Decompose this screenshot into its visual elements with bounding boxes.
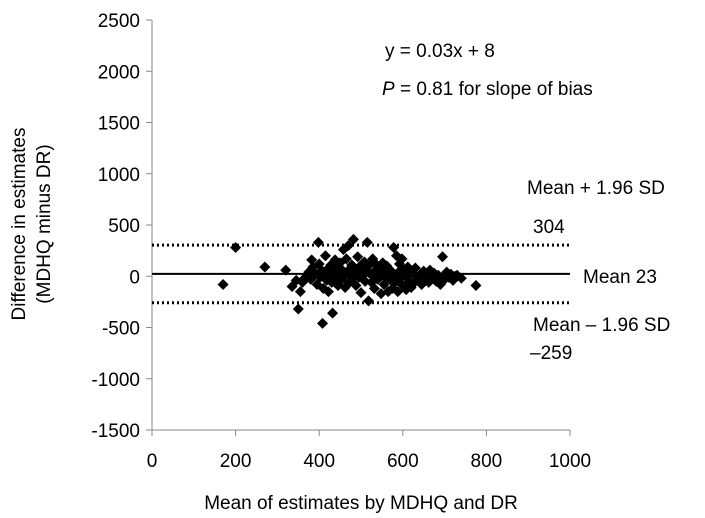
y-tick-label: 2500 bbox=[98, 11, 140, 32]
slope-p-value: P = 0.81 for slope of bias bbox=[382, 79, 593, 100]
mean-label: Mean 23 bbox=[583, 267, 657, 288]
data-point bbox=[306, 254, 318, 266]
data-point bbox=[363, 295, 375, 307]
data-point bbox=[342, 240, 354, 251]
y-tick-label: 2000 bbox=[98, 62, 140, 83]
data-point bbox=[437, 251, 449, 263]
data-point bbox=[361, 236, 373, 248]
lower-limit-value: –259 bbox=[530, 343, 572, 364]
y-tick-label: -1000 bbox=[91, 370, 140, 391]
data-point bbox=[392, 286, 404, 298]
upper-limit-label: Mean + 1.96 SD bbox=[527, 178, 665, 199]
y-tick-label: 1500 bbox=[98, 114, 140, 135]
x-axis-title: Mean of estimates by MDHQ and DR bbox=[204, 493, 518, 514]
y-axis-title-line2: (MDHQ minus DR) bbox=[34, 144, 55, 303]
p-value-text: = 0.81 for slope of bias bbox=[395, 79, 593, 100]
scatter-points bbox=[217, 233, 482, 329]
data-point bbox=[319, 250, 331, 262]
y-tick-label: -500 bbox=[102, 319, 140, 340]
y-tick-label: 0 bbox=[129, 267, 140, 288]
x-tick-label: 1000 bbox=[549, 451, 591, 472]
data-point bbox=[322, 286, 334, 298]
data-point bbox=[292, 303, 304, 315]
y-tick-label: -1500 bbox=[91, 421, 140, 442]
data-point bbox=[294, 286, 306, 298]
p-symbol: P bbox=[382, 79, 395, 100]
data-point bbox=[409, 262, 421, 274]
x-axis: 0 200 400 600 800 1000 bbox=[147, 429, 591, 472]
data-point bbox=[327, 307, 339, 319]
regression-equation: y = 0.03x + 8 bbox=[385, 41, 495, 62]
data-point bbox=[340, 253, 352, 265]
data-point bbox=[312, 236, 324, 248]
data-point bbox=[388, 242, 400, 254]
data-point bbox=[455, 272, 467, 284]
data-point bbox=[280, 264, 292, 276]
data-point bbox=[352, 251, 364, 263]
data-point bbox=[396, 253, 408, 265]
y-tick-label: 500 bbox=[108, 216, 140, 237]
y-axis-title-line1: Difference in estimates bbox=[9, 128, 30, 321]
lower-limit-label: Mean – 1.96 SD bbox=[533, 315, 670, 336]
data-point bbox=[317, 317, 329, 329]
data-point bbox=[368, 283, 380, 295]
data-point bbox=[230, 242, 242, 254]
x-tick-label: 800 bbox=[471, 451, 503, 472]
data-point bbox=[259, 261, 271, 273]
data-point bbox=[470, 279, 482, 291]
x-tick-label: 600 bbox=[387, 451, 419, 472]
data-point bbox=[350, 279, 362, 291]
x-tick-label: 200 bbox=[220, 451, 252, 472]
data-point bbox=[355, 287, 367, 299]
y-axis: 2500 2000 1500 1000 500 0 -500 -1000 -1500 bbox=[91, 11, 153, 442]
x-tick-label: 400 bbox=[303, 451, 335, 472]
x-tick-label: 0 bbox=[147, 451, 158, 472]
data-point bbox=[347, 233, 359, 245]
y-tick-label: 1000 bbox=[98, 165, 140, 186]
data-point bbox=[217, 278, 229, 290]
upper-limit-value: 304 bbox=[533, 217, 565, 238]
